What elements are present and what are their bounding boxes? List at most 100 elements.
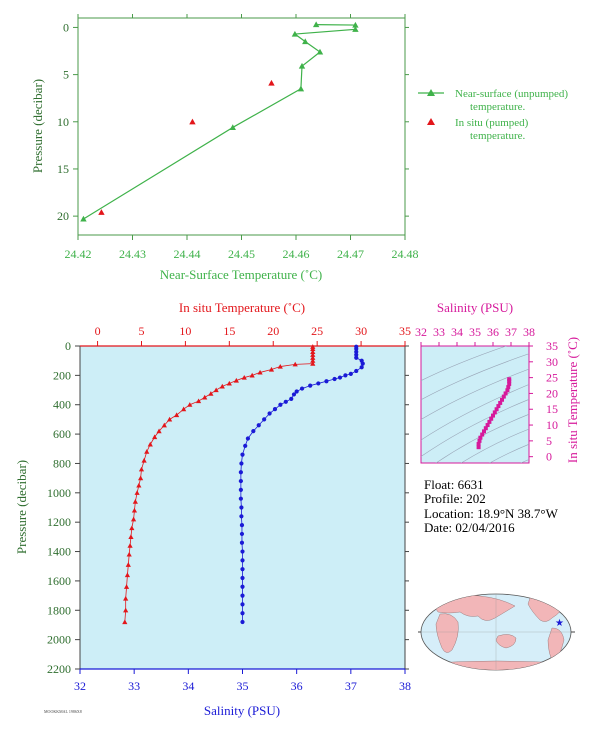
temperature-point bbox=[195, 398, 202, 404]
near-surface-x-label: Near-Surface Temperature (˚C) bbox=[160, 267, 322, 282]
salinity-point bbox=[240, 575, 245, 581]
temp-tick-label: 30 bbox=[355, 324, 367, 338]
ts-y-tick-label: 10 bbox=[546, 418, 558, 432]
salinity-point bbox=[239, 540, 245, 545]
y-tick-label: 200 bbox=[53, 368, 71, 382]
temperature-point bbox=[147, 441, 153, 447]
temperature-ticks: 0 5 10 15 20 25 30 35 bbox=[95, 324, 411, 346]
ts-point bbox=[507, 377, 512, 382]
salinity-point bbox=[240, 611, 245, 616]
salinity-point bbox=[299, 386, 305, 391]
ts-y-tick-label: 35 bbox=[546, 339, 558, 353]
ts-point bbox=[505, 388, 510, 393]
y-tick-label: 2200 bbox=[47, 662, 71, 676]
ts-y-tick-label: 5 bbox=[546, 434, 552, 448]
salinity-point bbox=[238, 496, 243, 501]
legend-item-1-line2: temperature. bbox=[470, 101, 526, 113]
ts-x-label: Salinity (PSU) bbox=[437, 300, 513, 315]
salinity-point bbox=[272, 407, 278, 412]
sal-tick-label: 36 bbox=[291, 679, 303, 693]
temperature-point bbox=[132, 499, 138, 504]
near-surface-point bbox=[297, 85, 305, 92]
temperature-point bbox=[310, 361, 316, 366]
salinity-point bbox=[240, 558, 245, 563]
profile-number: Profile: 202 bbox=[424, 491, 486, 506]
salinity-point bbox=[239, 514, 244, 519]
near-surface-point bbox=[229, 124, 236, 131]
temperature-point bbox=[130, 516, 137, 522]
salinity-point bbox=[278, 402, 283, 407]
salinity-point bbox=[238, 487, 243, 492]
ts-point bbox=[483, 426, 488, 431]
temperature-point bbox=[219, 383, 225, 389]
salinity-point bbox=[240, 549, 245, 554]
float-id: Float: 6631 bbox=[424, 477, 484, 492]
sal-tick-label: 33 bbox=[128, 679, 140, 693]
temperature-point bbox=[249, 372, 255, 378]
near-surface-point bbox=[298, 62, 306, 69]
x-tick-label: 24.47 bbox=[337, 247, 364, 261]
near-surface-series bbox=[80, 21, 359, 222]
salinity-point bbox=[239, 505, 244, 510]
sal-tick-label: 34 bbox=[182, 679, 194, 693]
temperature-point bbox=[268, 366, 275, 372]
temperature-point bbox=[202, 394, 208, 400]
temperature-point bbox=[123, 584, 130, 589]
salinity-point bbox=[267, 411, 272, 416]
near-surface-point bbox=[80, 215, 87, 222]
ts-point bbox=[491, 413, 495, 418]
temperature-point bbox=[122, 619, 128, 625]
near-surface-legend: Near-surface (unpumped) temperature. In … bbox=[418, 88, 568, 142]
salinity-point bbox=[283, 399, 288, 404]
temperature-point bbox=[187, 402, 193, 407]
location: Location: 18.9°N 38.7°W bbox=[424, 506, 559, 521]
ts-point bbox=[485, 423, 490, 428]
temperature-point bbox=[226, 380, 232, 386]
ts-point bbox=[480, 432, 485, 437]
y-tick-label: 1600 bbox=[47, 574, 71, 588]
y-tick-label: 1800 bbox=[47, 603, 71, 617]
salinity-point bbox=[256, 423, 261, 428]
temperature-point bbox=[292, 361, 298, 367]
temperature-point bbox=[124, 572, 131, 578]
salinity-point bbox=[239, 461, 244, 466]
salinity-point bbox=[239, 523, 245, 528]
temperature-point bbox=[128, 534, 134, 539]
salinity-point bbox=[240, 584, 245, 589]
temperature-point bbox=[129, 525, 135, 531]
y-tick-label: 400 bbox=[53, 398, 71, 412]
ts-point bbox=[500, 397, 504, 402]
ts-point bbox=[492, 410, 497, 415]
salinity-point bbox=[262, 417, 267, 422]
ts-point bbox=[498, 400, 503, 405]
salinity-point bbox=[308, 383, 313, 388]
temperature-point bbox=[134, 490, 140, 495]
temperature-point bbox=[174, 412, 180, 418]
x-tick-label: 24.42 bbox=[65, 247, 92, 261]
temperature-point bbox=[126, 551, 132, 557]
temperature-point bbox=[127, 543, 133, 548]
salinity-axis-label: Salinity (PSU) bbox=[204, 703, 280, 718]
x-tick-label: 24.46 bbox=[283, 247, 310, 261]
temperature-point bbox=[123, 595, 129, 601]
temperature-point bbox=[138, 475, 144, 481]
near-surface-point bbox=[302, 38, 309, 45]
temp-tick-label: 20 bbox=[267, 324, 279, 338]
ts-plot-area bbox=[420, 345, 530, 464]
near-surface-point bbox=[352, 21, 359, 28]
near-surface-point bbox=[291, 30, 299, 37]
legend-green-triangle bbox=[427, 89, 435, 96]
salinity-point bbox=[354, 368, 359, 374]
temperature-point bbox=[277, 363, 283, 369]
temp-tick-label: 15 bbox=[223, 324, 235, 338]
temperature-point bbox=[213, 387, 219, 393]
ts-point bbox=[476, 442, 481, 447]
near-surface-y-ticks: 0 5 10 15 20 bbox=[57, 20, 409, 223]
salinity-point bbox=[251, 429, 256, 434]
salinity-point bbox=[289, 396, 294, 401]
ts-point bbox=[477, 438, 482, 443]
temp-tick-label: 10 bbox=[179, 324, 191, 338]
ts-point bbox=[496, 404, 501, 409]
